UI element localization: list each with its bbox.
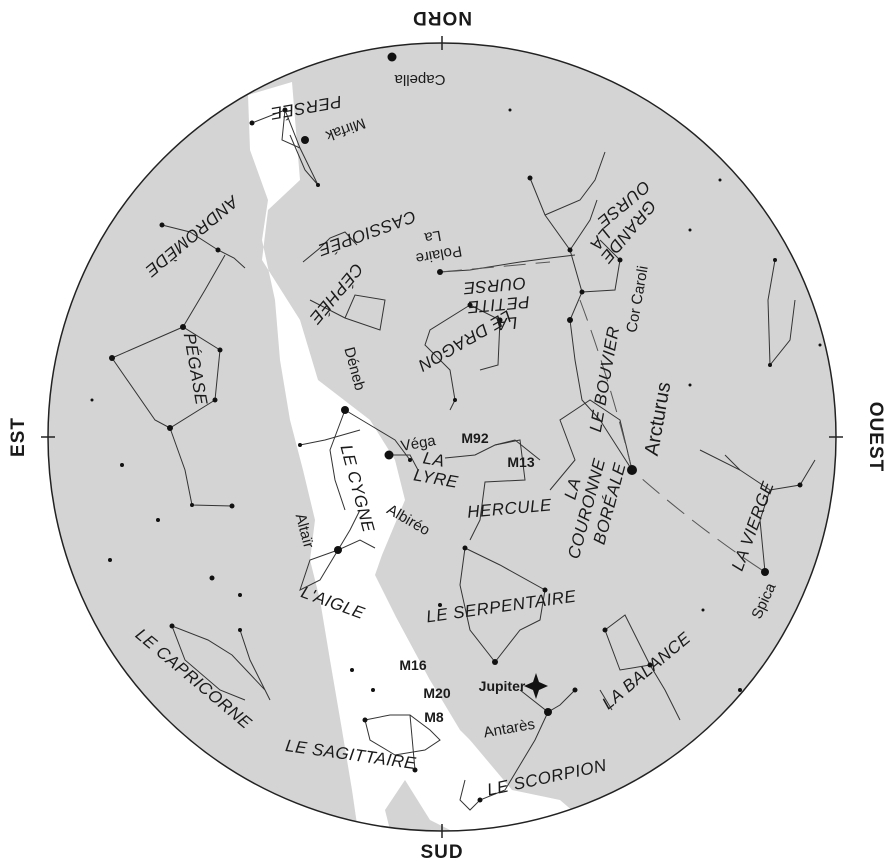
- label-jupiter: Jupiter: [479, 678, 526, 694]
- label-capella: Capella: [394, 71, 446, 88]
- north-label: NORD: [412, 7, 472, 28]
- milky-way: [248, 82, 595, 831]
- west-label: OUEST: [865, 402, 886, 472]
- label-m20: M20: [423, 685, 450, 701]
- label-m8: M8: [424, 709, 444, 725]
- east-label: EST: [8, 417, 29, 457]
- jupiter-marker: [524, 673, 548, 699]
- label-polaire-1: La: [422, 227, 442, 247]
- star-field: [90, 52, 822, 803]
- label-m13: M13: [507, 454, 534, 470]
- label-vega: Véga: [399, 432, 437, 455]
- sky-disc: [48, 43, 836, 831]
- label-lyre-1: LA: [422, 448, 447, 470]
- label-m16: M16: [399, 657, 426, 673]
- label-m92: M92: [461, 430, 488, 446]
- label-petite-ourse-1: LA: [495, 313, 518, 334]
- south-label: SUD: [420, 842, 463, 863]
- label-couronne-1: LA: [561, 476, 585, 502]
